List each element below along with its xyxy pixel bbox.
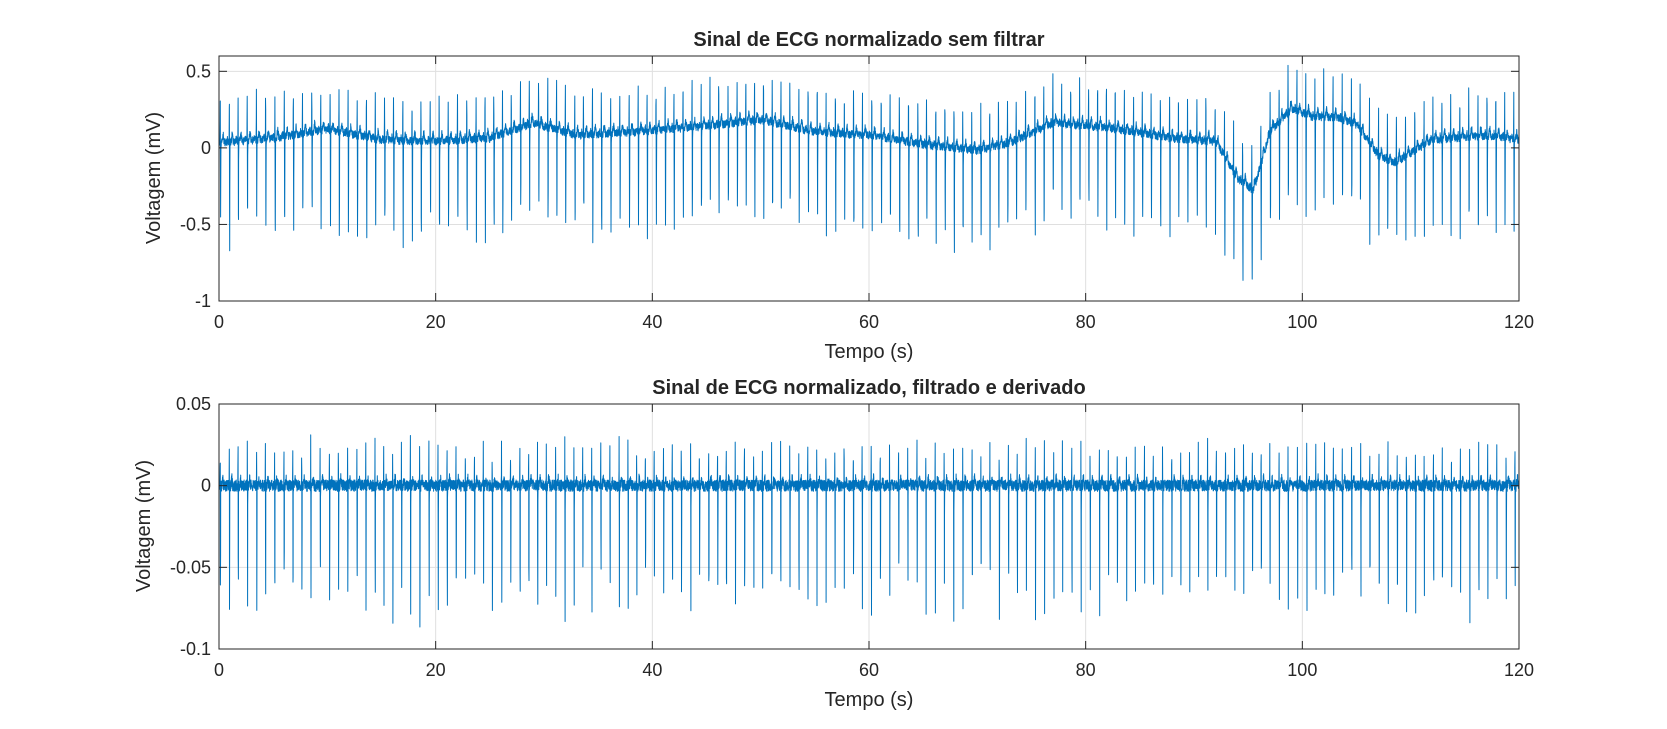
x-tick-labels-raw-ecg: 0 20 40 60 80 100 120 (214, 312, 1534, 332)
x-tick-label: 80 (1076, 312, 1096, 332)
x-tick-label: 60 (859, 660, 879, 680)
y-tick-label: 0 (201, 476, 211, 496)
chart-filtered-ecg: Sinal de ECG normalizado, filtrado e der… (133, 377, 1534, 711)
series-line-raw-ecg (218, 64, 1520, 281)
y-axis-label-filtered-ecg: Voltagem (mV) (133, 460, 155, 592)
x-tick-labels-filtered-ecg: 0 20 40 60 80 100 120 (214, 660, 1534, 680)
y-axis-label-raw-ecg: Voltagem (mV) (143, 112, 165, 244)
x-tick-label: 100 (1287, 660, 1317, 680)
x-axis-label-filtered-ecg: Tempo (s) (825, 689, 914, 711)
y-tick-label: -0.1 (180, 639, 211, 659)
y-tick-label: 0.05 (176, 394, 211, 414)
series-line-filtered-ecg (218, 434, 1520, 628)
y-tick-label: 0.5 (186, 61, 211, 81)
x-tick-label: 20 (426, 660, 446, 680)
x-tick-label: 40 (642, 660, 662, 680)
x-tick-label: 100 (1287, 312, 1317, 332)
chart-raw-ecg: Sinal de ECG normalizado sem filtrar Tem… (143, 29, 1534, 363)
x-axis-label-raw-ecg: Tempo (s) (825, 341, 914, 363)
x-tick-label: 60 (859, 312, 879, 332)
x-tick-label: 120 (1504, 312, 1534, 332)
y-tick-label: 0 (201, 138, 211, 158)
chart-title-filtered-ecg: Sinal de ECG normalizado, filtrado e der… (652, 377, 1085, 399)
x-tick-label: 0 (214, 660, 224, 680)
x-tick-label: 40 (642, 312, 662, 332)
x-tick-label: 0 (214, 312, 224, 332)
y-tick-label: -1 (195, 291, 211, 311)
chart-title-raw-ecg: Sinal de ECG normalizado sem filtrar (693, 29, 1044, 51)
y-tick-label: -0.5 (180, 214, 211, 234)
y-tick-label: -0.05 (170, 557, 211, 577)
x-tick-label: 120 (1504, 660, 1534, 680)
y-tick-labels-filtered-ecg: 0.05 0 -0.05 -0.1 (170, 394, 211, 659)
tick-marks-raw-ecg (218, 56, 1520, 302)
tick-marks-filtered-ecg (218, 403, 1520, 650)
y-tick-labels-raw-ecg: 0.5 0 -0.5 -1 (180, 61, 211, 311)
x-tick-label: 80 (1076, 660, 1096, 680)
x-tick-label: 20 (426, 312, 446, 332)
